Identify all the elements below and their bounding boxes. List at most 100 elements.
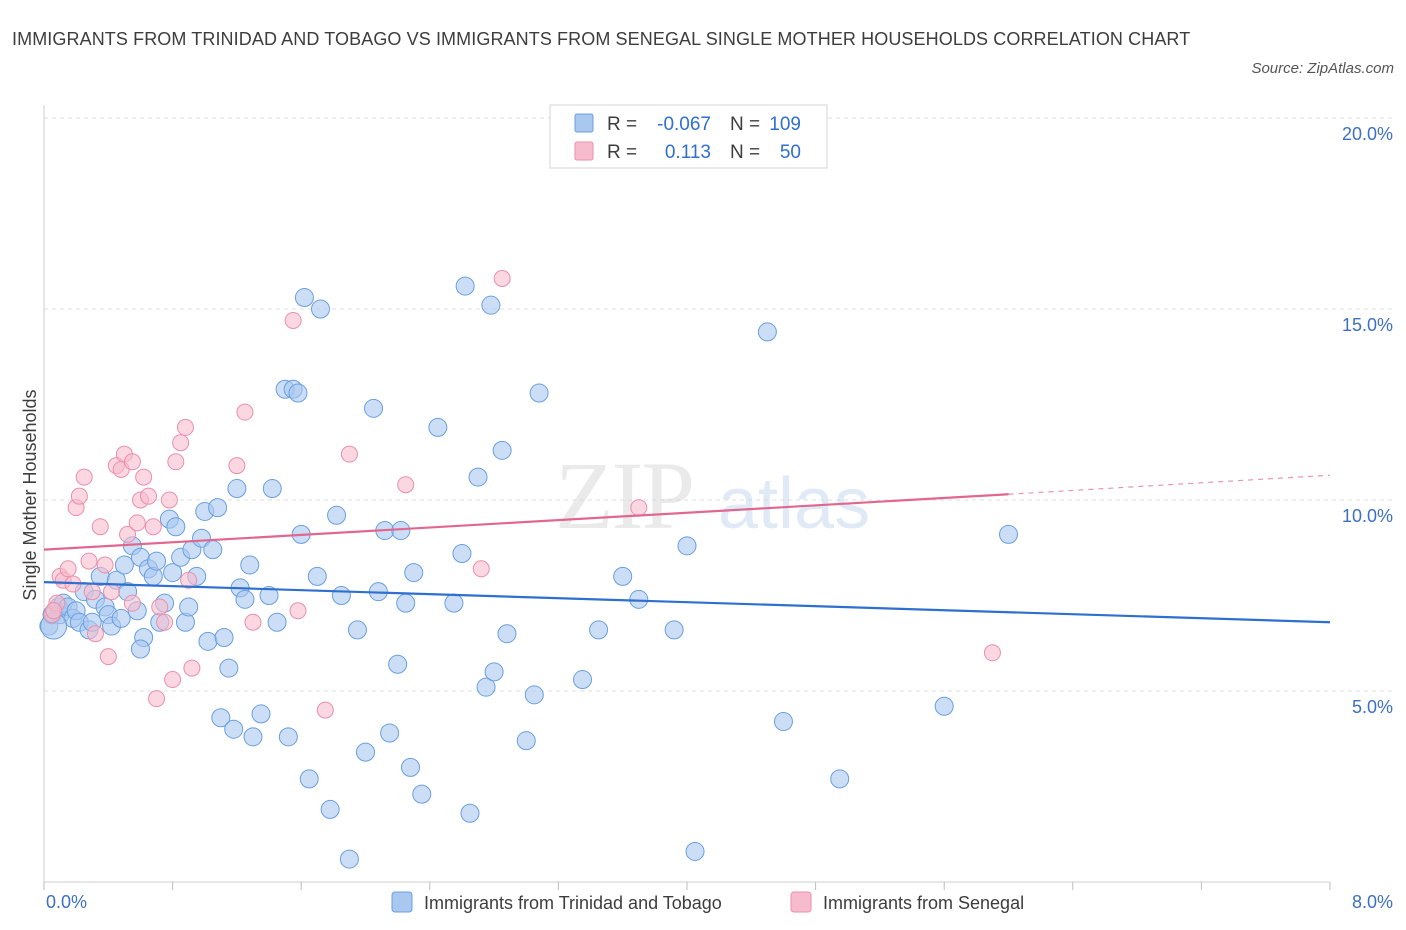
- point-senegal-20: [123, 453, 141, 471]
- point-trinidad-90: [484, 662, 504, 682]
- point-senegal-33: [176, 418, 194, 436]
- y-tick-label-3: 20.0%: [1342, 124, 1393, 144]
- point-senegal-43: [397, 476, 415, 494]
- point-trinidad-106: [934, 696, 954, 716]
- point-senegal-4: [59, 560, 77, 578]
- stats-r-label-blue: R =: [607, 114, 637, 135]
- point-senegal-49: [123, 594, 141, 612]
- stats-n-label-pink: N =: [730, 142, 760, 163]
- legend-label-trinidad: Immigrants from Trinidad and Tobago: [424, 893, 722, 913]
- stats-legend-swatch-blue: [574, 113, 594, 133]
- point-trinidad-28: [147, 551, 167, 571]
- point-trinidad-48: [227, 479, 247, 499]
- point-trinidad-56: [267, 612, 287, 632]
- source-label: Source: ZipAtlas.com: [1251, 60, 1394, 77]
- point-senegal-15: [103, 583, 121, 601]
- point-trinidad-96: [573, 670, 593, 690]
- point-trinidad-43: [208, 498, 228, 518]
- point-trinidad-50: [235, 589, 255, 609]
- point-senegal-30: [164, 671, 182, 689]
- point-trinidad-58: [278, 727, 298, 747]
- watermark-zip: ZIP: [555, 442, 693, 549]
- point-senegal-35: [183, 659, 201, 677]
- point-senegal-9: [80, 552, 98, 570]
- point-trinidad-88: [476, 677, 496, 697]
- point-senegal-21: [128, 514, 146, 532]
- point-senegal-12: [91, 518, 109, 536]
- point-trinidad-62: [294, 288, 314, 308]
- point-trinidad-32: [163, 563, 183, 583]
- watermark: ZIP atlas: [555, 442, 870, 549]
- point-trinidad-20: [114, 555, 134, 575]
- point-trinidad-69: [339, 849, 359, 869]
- point-senegal-14: [99, 648, 117, 666]
- point-trinidad-100: [664, 620, 684, 640]
- point-trinidad-41: [198, 631, 218, 651]
- point-trinidad-104: [773, 712, 793, 732]
- point-senegal-32: [172, 434, 190, 452]
- bottom-legend: Immigrants from Trinidad and Tobago Immi…: [391, 891, 1024, 913]
- x-tick-label-max: 8.0%: [1352, 892, 1393, 912]
- point-trinidad-60: [288, 383, 308, 403]
- point-trinidad-67: [327, 505, 347, 525]
- point-trinidad-71: [356, 742, 375, 762]
- trend-lines: [43, 474, 1331, 624]
- point-trinidad-65: [310, 299, 330, 319]
- point-trinidad-79: [401, 757, 421, 777]
- point-senegal-45: [493, 269, 511, 287]
- trend-line-trinidad: [43, 581, 1331, 624]
- axes: [43, 105, 1331, 890]
- point-trinidad-82: [428, 417, 448, 437]
- point-trinidad-87: [468, 467, 488, 487]
- point-senegal-47: [983, 644, 1001, 662]
- point-trinidad-83: [444, 593, 464, 613]
- point-trinidad-47: [224, 719, 244, 739]
- point-trinidad-51: [240, 555, 260, 575]
- y-tick-label-2: 15.0%: [1342, 315, 1393, 335]
- point-senegal-7: [70, 487, 88, 505]
- point-senegal-8: [75, 468, 93, 486]
- stats-r-label-pink: R =: [607, 142, 637, 163]
- point-senegal-29: [160, 491, 178, 509]
- point-trinidad-45: [214, 628, 234, 648]
- point-senegal-34: [180, 571, 198, 589]
- point-senegal-24: [139, 487, 157, 505]
- legend-label-senegal: Immigrants from Senegal: [823, 893, 1024, 913]
- point-senegal-46: [630, 499, 648, 517]
- point-senegal-39: [284, 311, 302, 329]
- stats-legend-swatch-pink: [574, 141, 594, 161]
- point-trinidad-95: [529, 383, 549, 403]
- point-senegal-27: [151, 598, 169, 616]
- stats-n-value-blue: 109: [769, 114, 801, 135]
- point-senegal-48: [45, 602, 63, 620]
- y-axis-label: Single Mother Households: [20, 389, 40, 600]
- point-senegal-10: [83, 583, 101, 601]
- point-trinidad-75: [380, 723, 400, 743]
- point-trinidad-36: [179, 597, 199, 617]
- point-trinidad-52: [243, 727, 263, 747]
- point-trinidad-68: [331, 586, 351, 605]
- trend-line-senegal: [43, 493, 1009, 551]
- point-trinidad-78: [396, 593, 416, 613]
- point-trinidad-55: [262, 479, 282, 499]
- y-tick-labels: 5.0% 10.0% 15.0% 20.0%: [1342, 124, 1393, 717]
- stats-r-value-pink: 0.113: [665, 142, 711, 163]
- point-senegal-38: [244, 613, 262, 631]
- point-trinidad-85: [455, 276, 475, 296]
- point-trinidad-81: [412, 784, 432, 804]
- point-senegal-31: [167, 453, 185, 471]
- point-senegal-36: [228, 457, 246, 475]
- point-trinidad-101: [677, 536, 697, 556]
- stats-legend: R = -0.067 N = 109 R = 0.113 N = 50: [549, 104, 828, 169]
- stats-r-value-blue: -0.067: [657, 114, 711, 135]
- point-trinidad-44: [211, 708, 231, 728]
- point-senegal-23: [135, 468, 153, 486]
- point-senegal-41: [316, 701, 334, 719]
- point-trinidad-53: [251, 704, 271, 724]
- point-trinidad-93: [516, 731, 536, 751]
- point-trinidad-105: [830, 769, 850, 789]
- point-senegal-25: [144, 518, 162, 536]
- point-trinidad-39: [192, 528, 212, 548]
- point-trinidad-42: [203, 540, 223, 560]
